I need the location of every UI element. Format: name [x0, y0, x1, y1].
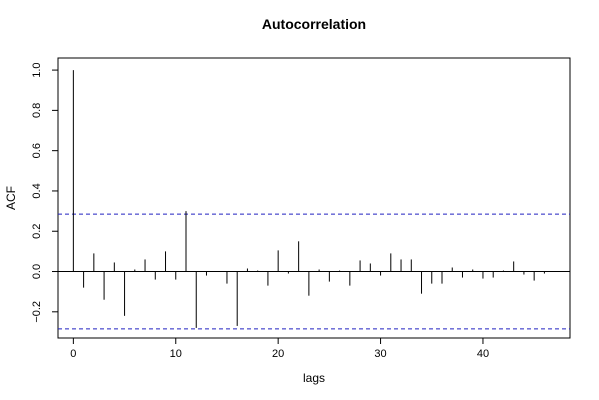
y-tick-label: 0.6 [31, 143, 43, 158]
y-axis-label: ACF [4, 186, 18, 210]
confidence-bounds [58, 213, 570, 330]
y-tick-label: 0.0 [31, 264, 43, 279]
chart-title: Autocorrelation [262, 16, 366, 32]
y-tick-label: 0.2 [31, 224, 43, 239]
y-tick-label: 0.8 [31, 103, 43, 118]
plot-frame [57, 57, 571, 339]
acf-bars [72, 70, 545, 328]
y-axis: −0.2 0.0 0.2 0.4 0.6 0.8 1.0 [31, 62, 58, 323]
y-tick-label: −0.2 [31, 301, 43, 323]
y-tick-label: 0.4 [31, 183, 43, 198]
x-axis-label: lags [303, 371, 325, 385]
x-tick-label: 10 [170, 348, 182, 360]
y-tick-label: 1.0 [31, 62, 43, 77]
x-tick-label: 0 [70, 348, 76, 360]
x-tick-label: 40 [477, 348, 489, 360]
x-axis: 0 10 20 30 40 [70, 338, 489, 360]
x-tick-label: 30 [374, 348, 386, 360]
x-tick-label: 20 [272, 348, 284, 360]
